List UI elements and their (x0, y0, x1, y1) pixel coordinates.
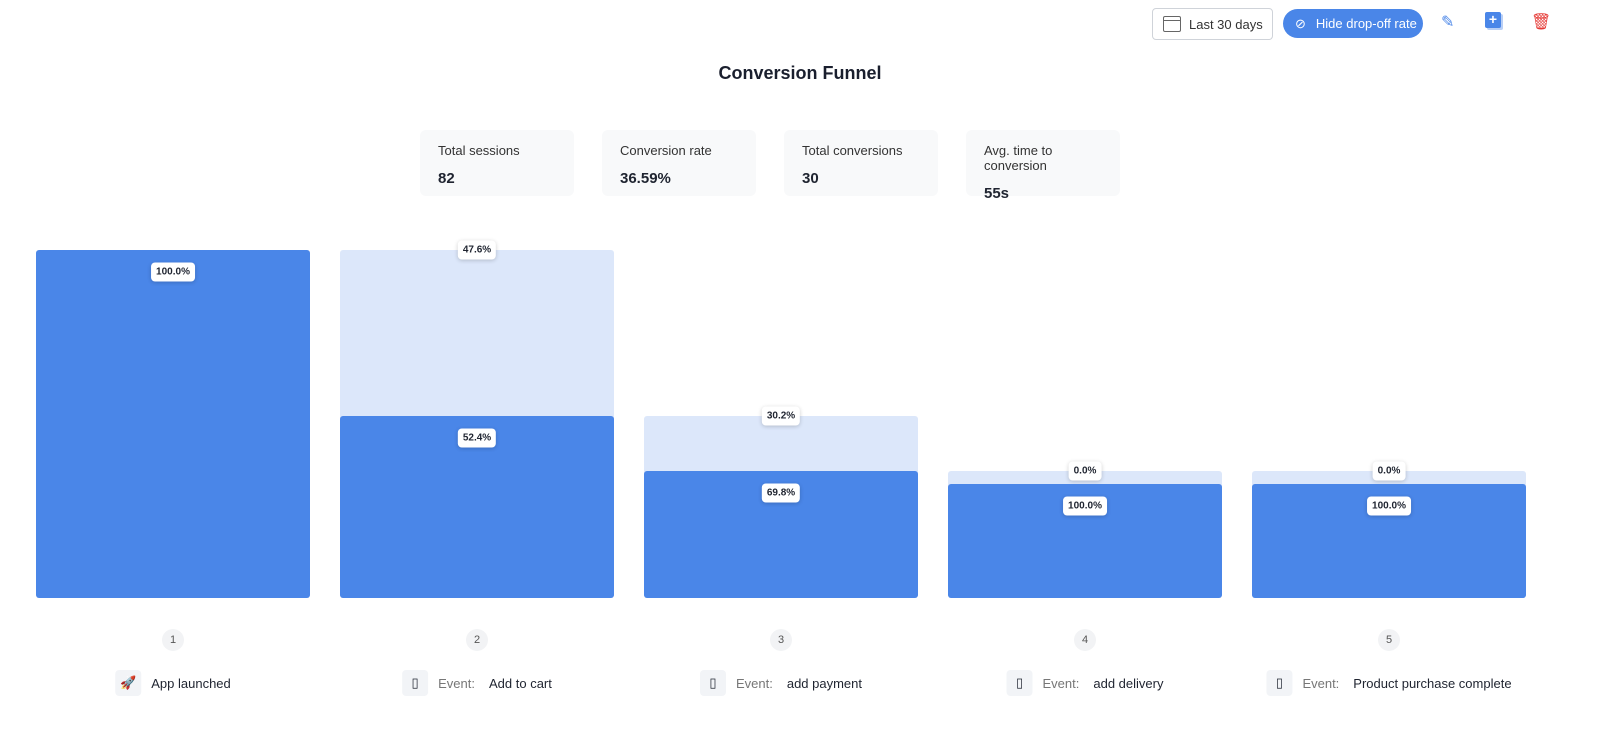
date-range-button[interactable]: Last 30 days (1152, 8, 1273, 40)
calendar-icon (1163, 16, 1181, 32)
step-label: ▯ Event: Add to cart (402, 670, 552, 696)
step-label: ▯ Event: Product purchase complete (1266, 670, 1512, 696)
conversion-label: 52.4% (457, 428, 497, 447)
event-prefix: Event: (735, 675, 773, 691)
step-number: 4 (1074, 629, 1096, 651)
phone-icon: ▯ (402, 670, 429, 696)
step-name: App launched (151, 675, 231, 691)
stat-conversion-rate: Conversion rate 36.59% (602, 130, 756, 196)
dropoff-label: 30.2% (761, 406, 801, 425)
conversion-bar (36, 250, 310, 598)
event-prefix: Event: (438, 675, 475, 691)
phone-icon: ▯ (1006, 670, 1033, 696)
eye-off-icon: ⊘ (1295, 15, 1306, 31)
add-icon[interactable]: + (1485, 12, 1501, 28)
dropoff-label: 47.6% (457, 240, 497, 260)
phone-icon: ▯ (699, 670, 726, 696)
dropoff-label: 0.0% (1068, 461, 1102, 481)
step-name: add delivery (1093, 675, 1164, 691)
stat-avg-time: Avg. time to conversion 55s (966, 130, 1120, 202)
step-name: add payment (786, 675, 863, 691)
event-prefix: Event: (1302, 675, 1340, 691)
rocket-icon: 🚀 (115, 670, 142, 696)
stat-total-conversions: Total conversions 30 (784, 130, 938, 196)
date-range-label: Last 30 days (1189, 16, 1263, 32)
step-number: 5 (1378, 629, 1400, 651)
step-number: 3 (770, 629, 792, 651)
step-number: 1 (162, 629, 184, 651)
dropoff-label: 0.0% (1372, 461, 1406, 481)
event-prefix: Event: (1042, 675, 1080, 691)
step-name: Add to cart (488, 675, 552, 691)
conversion-label: 100.0% (1367, 496, 1411, 516)
page-title: Conversion Funnel (718, 63, 882, 83)
step-label: 🚀 App launched (115, 670, 231, 696)
edit-pencil-icon[interactable]: ✎ (1441, 14, 1455, 31)
step-number: 2 (466, 629, 488, 651)
step-label: ▯ Event: add delivery (1006, 670, 1164, 696)
step-name: Product purchase complete (1353, 675, 1512, 691)
conversion-label: 69.8% (761, 483, 801, 503)
conversion-label: 100.0% (151, 262, 195, 282)
phone-icon: ▯ (1266, 670, 1293, 696)
stat-total-sessions: Total sessions 82 (420, 130, 574, 196)
conversion-label: 100.0% (1063, 496, 1107, 516)
step-label: ▯ Event: add payment (699, 670, 863, 696)
delete-trash-icon[interactable]: 🗑 (1531, 14, 1552, 31)
hide-dropoff-label: Hide drop-off rate (1315, 16, 1417, 31)
hide-dropoff-button[interactable]: ⊘ Hide drop-off rate (1283, 9, 1423, 38)
